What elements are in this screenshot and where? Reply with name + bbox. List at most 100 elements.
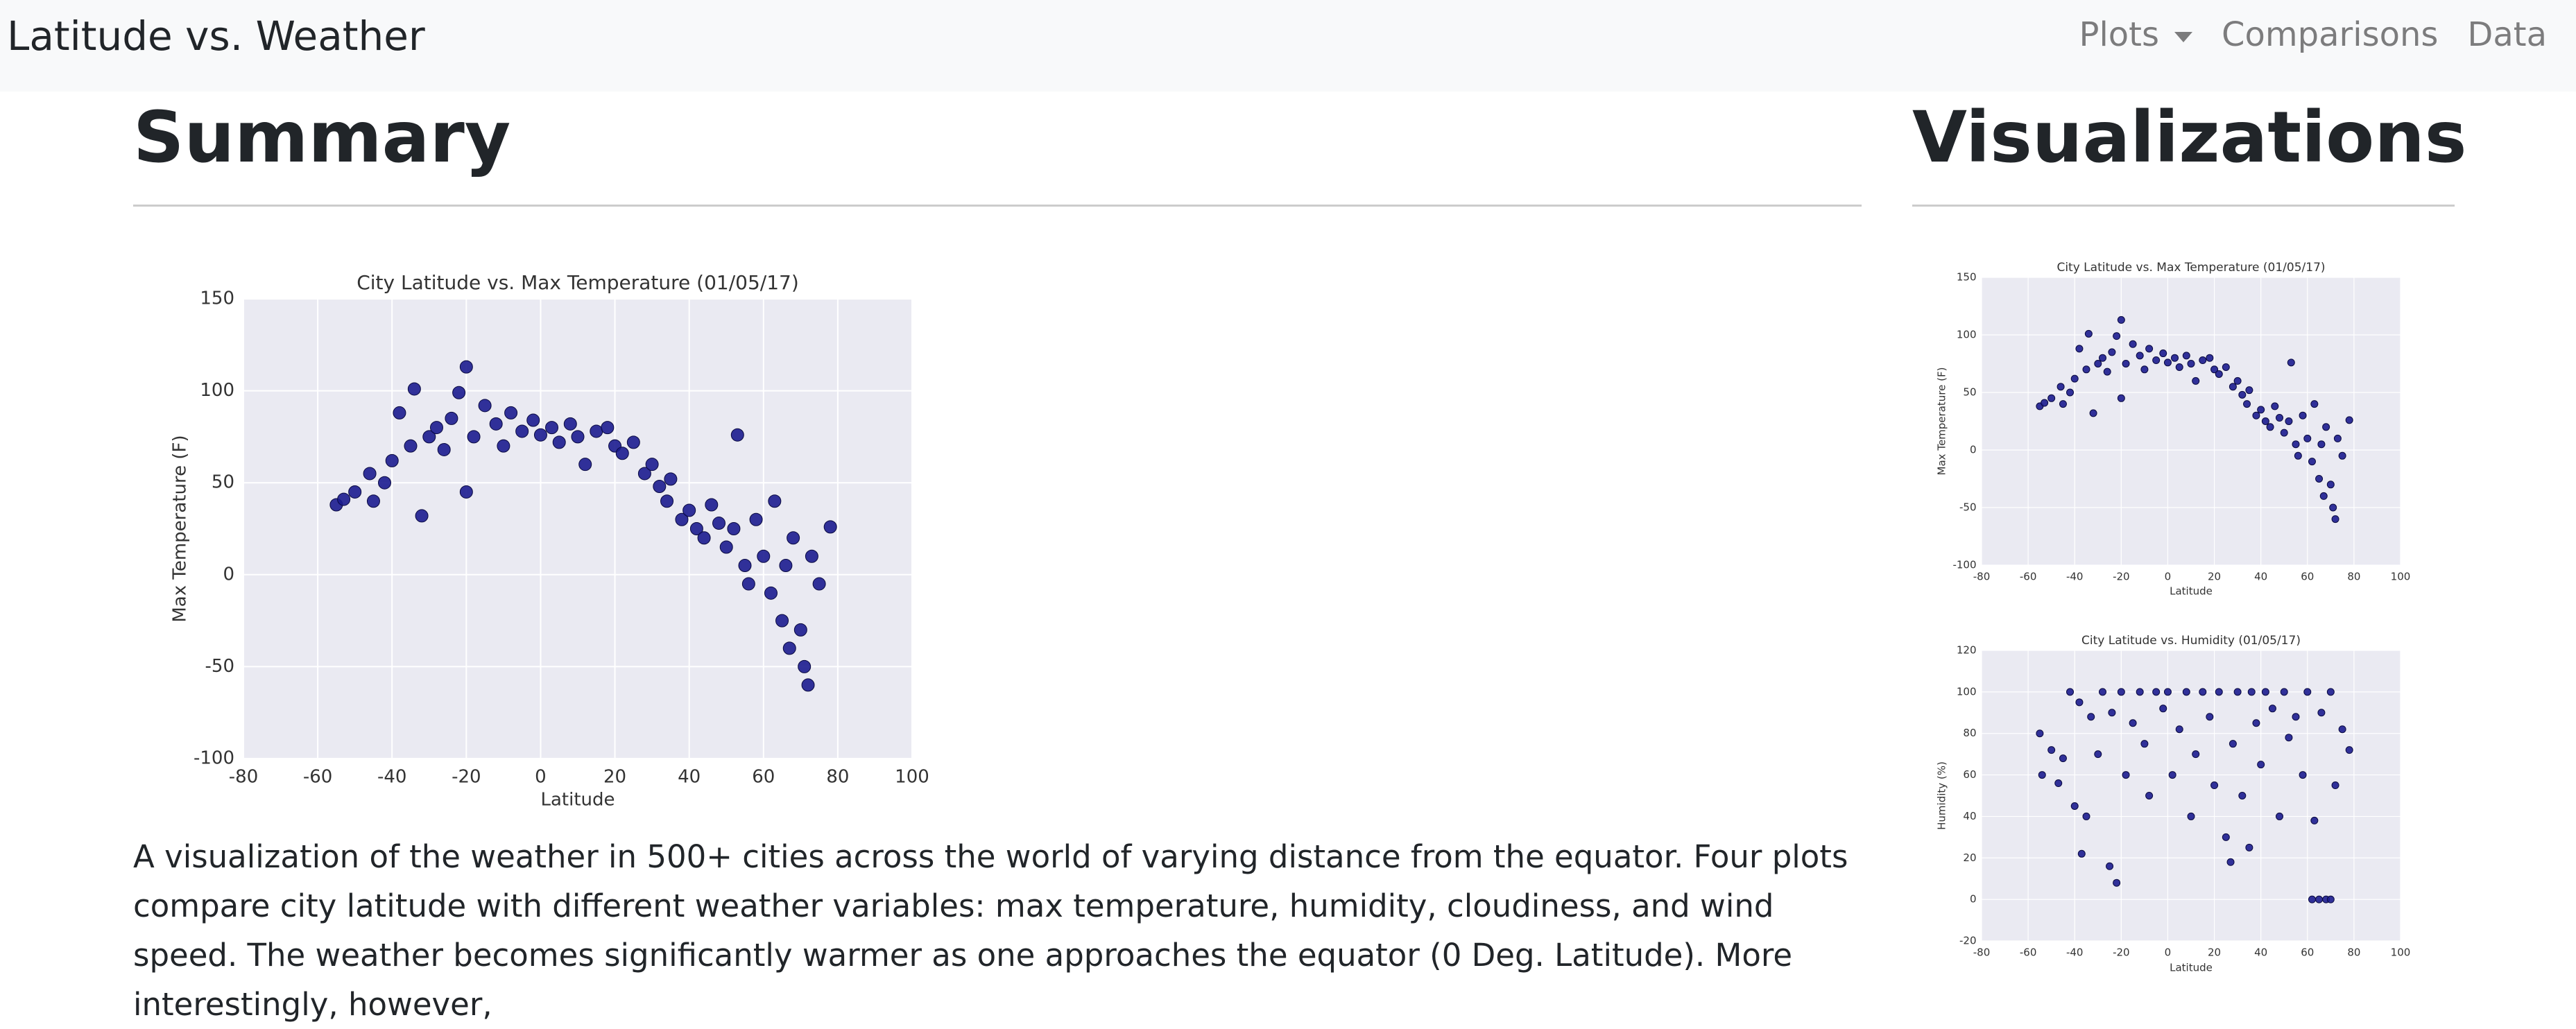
point — [408, 383, 420, 395]
point — [2129, 720, 2136, 727]
point — [2327, 896, 2334, 903]
point — [2206, 354, 2213, 361]
point — [2281, 689, 2287, 695]
point — [2308, 896, 2315, 903]
x-axis-label: Latitude — [2170, 585, 2213, 598]
point — [516, 425, 529, 438]
point — [2176, 363, 2183, 370]
point — [2071, 802, 2078, 809]
point — [2246, 844, 2253, 851]
point — [2234, 689, 2241, 695]
point — [2059, 755, 2066, 762]
point — [2276, 813, 2283, 820]
y-tick-label: 150 — [200, 288, 234, 309]
point — [2090, 410, 2097, 417]
point — [2311, 817, 2318, 824]
point — [2287, 359, 2294, 366]
point — [813, 578, 825, 590]
point — [787, 532, 800, 544]
point — [661, 495, 673, 508]
point — [2078, 850, 2085, 857]
point — [453, 386, 465, 399]
point — [2041, 399, 2048, 406]
y-tick-label: 20 — [1963, 851, 1976, 864]
x-tick-label: 20 — [2208, 946, 2221, 959]
y-tick-label: 60 — [1963, 768, 1976, 781]
point — [2299, 412, 2306, 419]
point — [646, 458, 658, 471]
point — [764, 587, 777, 599]
y-tick-label: 100 — [1957, 685, 1977, 698]
point — [2276, 415, 2283, 422]
point — [2234, 377, 2241, 384]
y-tick-label: 0 — [223, 564, 234, 585]
point — [2339, 726, 2346, 733]
point — [2048, 395, 2055, 401]
point — [794, 623, 807, 636]
x-tick-label: -40 — [377, 767, 406, 788]
y-tick-label: 0 — [1970, 444, 1977, 456]
point — [2146, 345, 2153, 352]
x-tick-label: 20 — [603, 767, 626, 788]
point — [2332, 516, 2339, 523]
point — [2308, 458, 2315, 465]
point — [2253, 412, 2260, 419]
x-tick-label: 60 — [752, 767, 775, 788]
x-tick-label: 100 — [895, 767, 929, 788]
x-tick-label: -80 — [229, 767, 258, 788]
x-tick-label: -40 — [2066, 946, 2084, 959]
x-tick-label: -60 — [303, 767, 332, 788]
point — [460, 361, 472, 373]
point — [2346, 417, 2353, 424]
y-tick-label: 120 — [1957, 644, 1977, 657]
point — [713, 517, 725, 530]
point — [2316, 896, 2323, 903]
point — [2316, 476, 2323, 483]
point — [2104, 368, 2111, 375]
x-tick-label: 100 — [2391, 571, 2411, 583]
point — [2327, 689, 2334, 695]
point — [2183, 352, 2190, 359]
chart-title: City Latitude vs. Max Temperature (01/05… — [2056, 261, 2325, 275]
point — [2076, 345, 2083, 352]
y-axis-label: Max Temperature (F) — [1936, 368, 1948, 476]
y-tick-label: -50 — [205, 656, 234, 677]
y-tick-label: -50 — [1959, 501, 1977, 514]
y-tick-label: 40 — [1963, 810, 1976, 822]
point — [2176, 726, 2183, 733]
y-tick-label: -100 — [1952, 559, 1976, 571]
point — [2304, 689, 2311, 695]
point — [367, 495, 379, 508]
point — [2146, 793, 2153, 799]
point — [2136, 352, 2143, 359]
point — [2164, 689, 2171, 695]
point — [742, 578, 755, 590]
point — [2258, 761, 2265, 768]
point — [2160, 350, 2167, 357]
point — [379, 476, 391, 489]
point — [2311, 401, 2318, 408]
point — [2294, 452, 2301, 459]
charts: -80 -60 -40 -20 0 20 40 60 80 100 -100 -50 0 50 100 150… — [0, 0, 2576, 990]
point — [579, 458, 592, 471]
y-tick-label: -20 — [1959, 935, 1977, 947]
point — [2118, 395, 2124, 401]
point — [2330, 504, 2337, 511]
x-tick-label: -40 — [2066, 571, 2084, 583]
point — [2206, 714, 2213, 720]
y-tick-label: 80 — [1963, 727, 1976, 739]
y-tick-label: 100 — [200, 380, 234, 401]
point — [783, 642, 796, 655]
point — [2285, 734, 2292, 741]
point — [527, 414, 540, 426]
point — [445, 412, 458, 424]
point — [553, 436, 565, 449]
point — [2153, 357, 2160, 364]
point — [2153, 689, 2160, 695]
point — [2227, 858, 2234, 865]
point — [2188, 361, 2195, 368]
point — [467, 431, 480, 443]
point — [479, 399, 491, 412]
y-tick-label: 50 — [1963, 386, 1976, 399]
point — [720, 541, 732, 553]
